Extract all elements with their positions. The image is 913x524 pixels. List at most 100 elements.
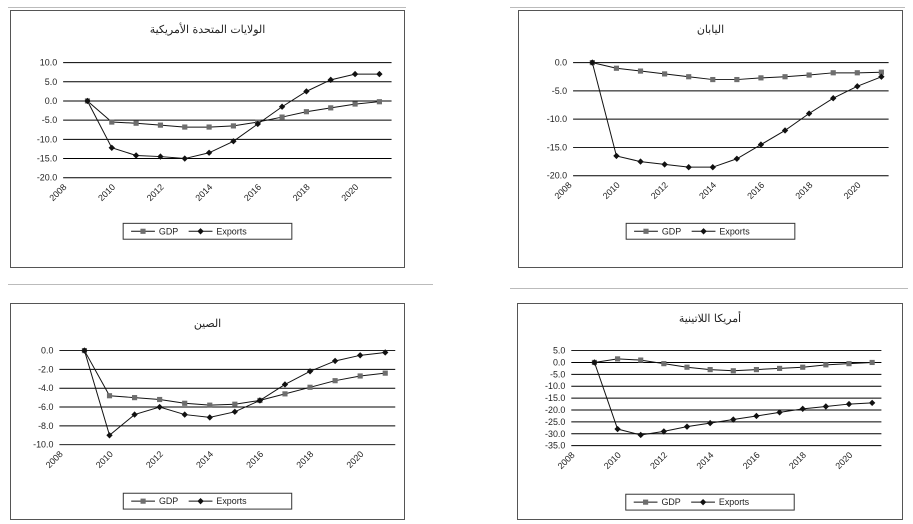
data-point-exports: [822, 403, 830, 410]
x-tick-label: 2018: [294, 449, 315, 470]
data-point-exports: [181, 411, 188, 418]
data-point-gdp: [328, 105, 334, 111]
data-point-exports: [281, 381, 289, 388]
y-tick-label: 10.0: [40, 58, 57, 68]
data-point-exports: [205, 149, 213, 156]
x-tick-label: 2008: [47, 182, 68, 203]
data-point-gdp: [869, 359, 875, 366]
data-point-gdp: [686, 74, 692, 80]
x-tick-label: 2018: [787, 450, 808, 471]
data-point-exports: [753, 412, 760, 420]
data-point-exports: [106, 432, 113, 439]
data-point-gdp: [352, 101, 358, 107]
data-point-exports: [799, 405, 806, 412]
data-point-gdp: [376, 99, 382, 105]
data-point-exports: [685, 164, 692, 171]
data-point-exports: [845, 400, 853, 408]
x-tick-label: 2020: [339, 182, 360, 203]
y-tick-label: -35.0: [545, 441, 565, 451]
data-point-gdp: [279, 114, 285, 120]
data-point-gdp: [684, 364, 690, 370]
chart-latin-america: أمريكا اللاتينية 5.00.0 -5.0 -10.0 -15.0 -20.…: [545, 311, 882, 511]
series-line-exports: [83, 350, 386, 437]
y-tick-label: 0.0: [555, 58, 567, 68]
x-tick-label: 2008: [553, 180, 574, 201]
x-tick-label: 2010: [96, 182, 117, 203]
chart-panel-latin-america: أمريكا اللاتينية 5.0 0.0 -5.0 -10.0 -15.0 -20.…: [517, 303, 903, 520]
y-tick-label: 5.0: [45, 77, 57, 87]
x-tick-label: 2012: [144, 449, 165, 470]
x-tick-label: 2010: [94, 449, 115, 470]
data-point-gdp: [382, 370, 388, 376]
x-tick-label: 2008: [44, 449, 65, 470]
y-tick-label: -6.0: [38, 402, 53, 412]
x-tick-label: 2018: [291, 182, 312, 203]
data-point-gdp: [131, 395, 138, 401]
data-point-gdp: [157, 396, 163, 403]
data-point-exports: [637, 158, 644, 165]
x-tick-label: 2020: [833, 450, 854, 471]
data-point-exports: [230, 138, 237, 145]
x-tick-label: 2014: [697, 180, 718, 201]
data-point-gdp: [357, 373, 363, 379]
data-point-exports: [132, 152, 140, 159]
data-point-exports: [331, 357, 339, 365]
legend-label-exports: Exports: [719, 497, 750, 507]
x-tick-label: 2008: [556, 450, 577, 471]
top-separator-right: [510, 7, 905, 8]
data-point-exports: [356, 352, 364, 359]
series-line-exports: [86, 73, 380, 160]
chart-panel-japan: اليابان 0.0 -5.0 -10.0 -15.0 -20.0 2008 2010 201…: [518, 10, 903, 268]
x-tick-label: 2014: [193, 182, 214, 203]
y-tick-label: 0.0: [553, 357, 565, 367]
data-point-gdp: [230, 123, 237, 129]
chart-title: اليابان: [697, 23, 724, 36]
y-tick-label: -25.0: [545, 417, 565, 427]
data-point-gdp: [730, 368, 736, 374]
series-line-gdp: [87, 100, 380, 128]
data-point-exports: [254, 120, 261, 128]
data-point-exports: [854, 83, 861, 90]
data-point-exports: [181, 155, 188, 162]
data-point-gdp: [662, 71, 668, 77]
y-tick-label: 5.0: [553, 346, 565, 356]
data-point-exports: [757, 141, 765, 148]
data-point-gdp: [206, 124, 212, 130]
data-point-gdp: [637, 68, 644, 74]
x-tick-label: 2016: [244, 449, 265, 470]
data-point-exports: [776, 409, 783, 416]
data-point-exports: [256, 397, 264, 404]
data-point-exports: [231, 408, 239, 415]
y-tick-label: -15.0: [545, 393, 565, 403]
data-point-gdp: [615, 356, 621, 362]
data-point-gdp: [823, 362, 829, 368]
legend-marker-gdp: [140, 228, 146, 234]
y-tick-label: 0.0: [41, 346, 53, 356]
data-point-gdp: [638, 357, 644, 363]
data-point-gdp: [734, 76, 740, 83]
y-tick-label: -30.0: [545, 429, 565, 439]
legend-marker-exports: [700, 228, 707, 235]
x-tick-label: 2016: [242, 182, 263, 203]
x-tick-label: 2016: [741, 450, 762, 471]
data-point-gdp: [182, 400, 188, 406]
data-point-gdp: [753, 367, 760, 373]
chart-panel-china: الصين 0.0 -2.0 -4.0 -6.0 -8.0 -10.0 2008 2010 201…: [10, 303, 405, 520]
data-point-exports: [303, 88, 310, 95]
data-point-gdp: [232, 401, 238, 407]
y-tick-label: -10.0: [37, 134, 57, 144]
data-point-gdp: [758, 75, 764, 81]
data-point-gdp: [707, 367, 713, 373]
x-tick-label: 2020: [344, 449, 365, 470]
chart-title: أمريكا اللاتينية: [679, 311, 741, 325]
data-point-exports: [108, 144, 115, 151]
y-tick-label: -2.0: [38, 364, 53, 374]
data-point-exports: [81, 347, 88, 354]
data-point-exports: [376, 70, 383, 78]
data-point-gdp: [800, 364, 806, 370]
data-point-exports: [660, 428, 668, 435]
series-line-gdp: [84, 350, 386, 406]
data-point-gdp: [710, 76, 716, 83]
